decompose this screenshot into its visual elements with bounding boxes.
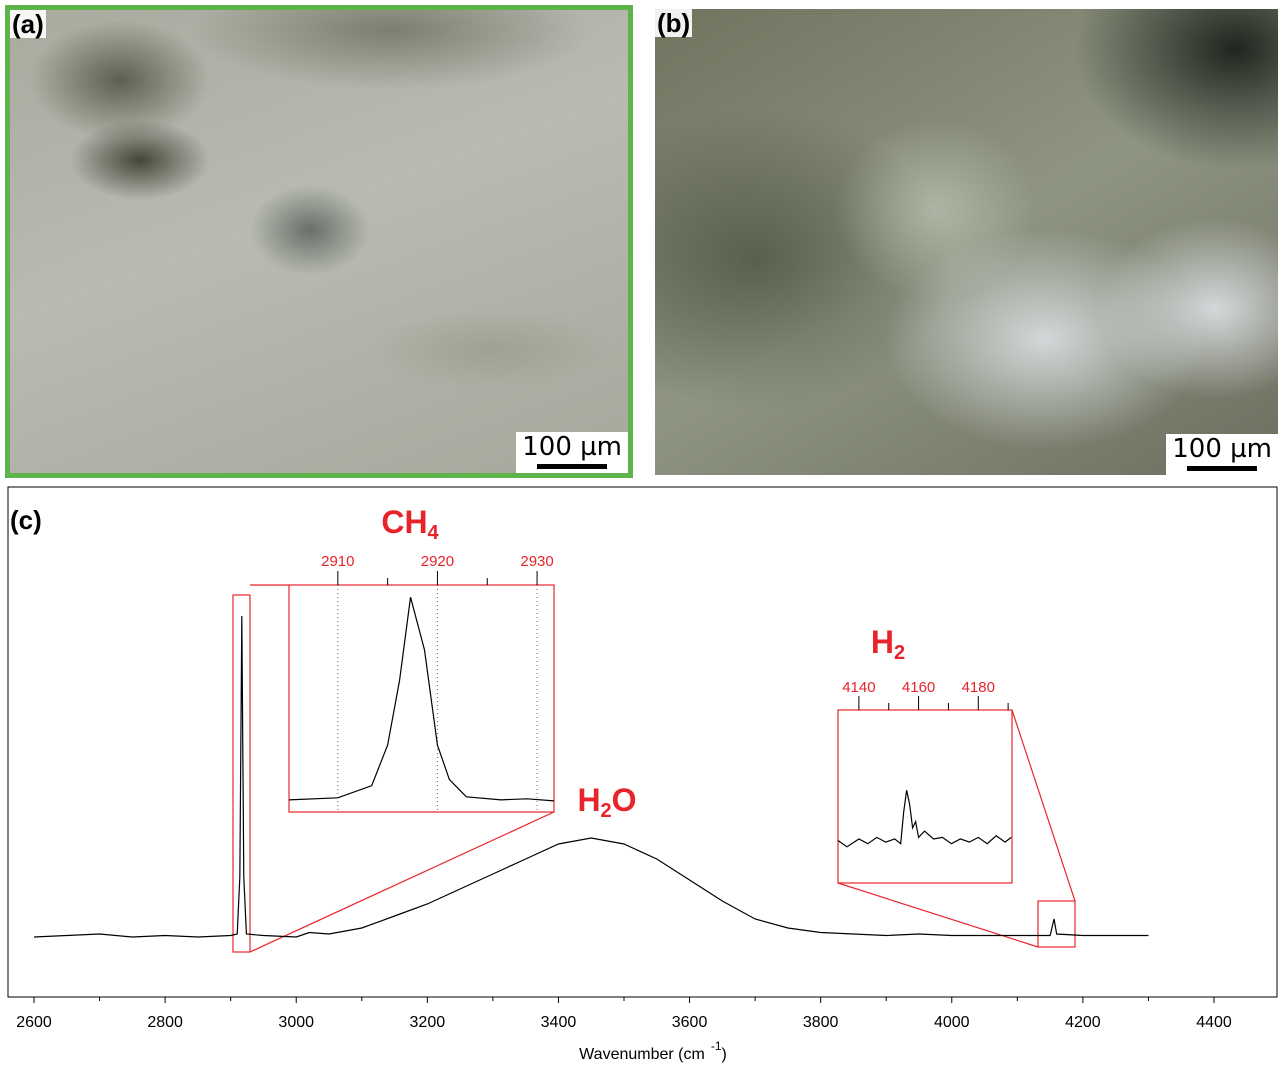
x-tick-label: 3400: [541, 1014, 577, 1031]
annotation: H2O: [577, 782, 636, 822]
x-tick-label: 3600: [672, 1014, 708, 1031]
inset-title: H2: [871, 624, 905, 664]
x-tick-label: 4200: [1065, 1014, 1101, 1031]
micrograph-b: (b) 100 µm: [655, 9, 1278, 475]
scale-bar: 100 µm: [1166, 434, 1278, 475]
inset-tick-label: 2910: [321, 553, 354, 570]
x-tick-label: 3000: [278, 1014, 314, 1031]
scale-text: 100 µm: [1172, 434, 1272, 464]
panel-label: (c): [10, 505, 42, 535]
zoom-box: [232, 594, 251, 953]
inset-frame: [837, 709, 1013, 884]
x-tick-label: 4400: [1196, 1014, 1232, 1031]
inset-tick-label: 2920: [421, 553, 454, 570]
panel-label: (a): [10, 9, 46, 39]
annotation-text: H: [577, 782, 600, 818]
zoom-connector: [837, 882, 1039, 948]
annotation-end: O: [612, 782, 637, 818]
annotation-sub: 2: [601, 800, 612, 822]
scale-line: [1187, 466, 1258, 471]
zoom-connector: [1011, 709, 1076, 902]
inset-title: CH4: [381, 504, 439, 544]
inset-tick-label: 2930: [520, 553, 553, 570]
spectrum-line: [288, 597, 555, 802]
x-axis-label: Wavenumber (cm -1): [579, 1039, 727, 1063]
x-axis-label-text: Wavenumber (cm: [579, 1046, 705, 1063]
x-tick-label: 4000: [934, 1014, 970, 1031]
zoom-box: [1037, 900, 1076, 948]
spectrum-line: [837, 790, 1012, 848]
inset-tick-label: 4140: [842, 679, 875, 696]
inset-title-sub: 2: [894, 642, 905, 664]
scale-line: [537, 464, 608, 469]
x-axis-label-end: ): [722, 1046, 727, 1063]
inset-tick-label: 4160: [902, 679, 935, 696]
micrograph-a: (a) 100 µm: [5, 5, 633, 478]
spectrum-line: [33, 615, 1149, 938]
plot-frame: [7, 486, 1278, 998]
zoom-connector: [249, 811, 555, 953]
x-tick-label: 3800: [803, 1014, 839, 1031]
inset-title-text: H: [871, 624, 894, 660]
inset-title-sub: 4: [428, 522, 440, 544]
x-tick-label: 2600: [16, 1014, 52, 1031]
inset-frame: [288, 584, 555, 813]
inset-tick-label: 4180: [962, 679, 995, 696]
scale-bar: 100 µm: [516, 432, 628, 473]
chart: (c) Wavenumber (cm-1) H2O 2600 2800 3000 32…: [7, 486, 1278, 1063]
panel-label: (b): [655, 9, 693, 38]
x-tick-label: 2800: [147, 1014, 183, 1031]
x-tick-label: 3200: [410, 1014, 446, 1031]
scale-text: 100 µm: [522, 432, 622, 462]
x-axis-label-sup: -1: [711, 1039, 722, 1053]
inset-title-text: CH: [381, 504, 427, 540]
